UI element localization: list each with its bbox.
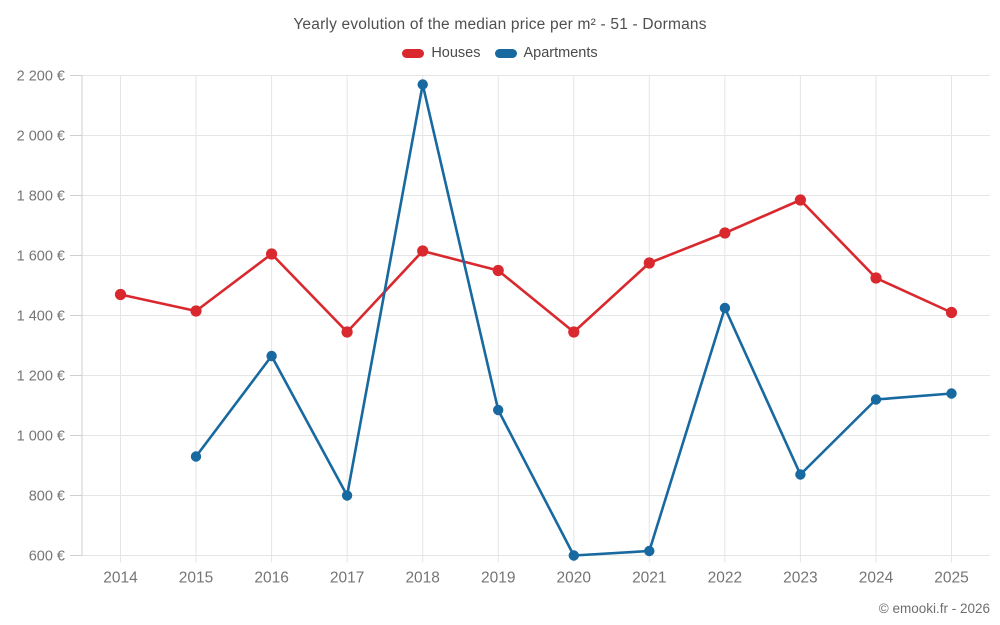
- houses-point-2017[interactable]: [341, 326, 353, 338]
- apartments-point-2020[interactable]: [568, 550, 579, 561]
- houses-point-2024[interactable]: [870, 272, 882, 284]
- y-tick-label: 1 400 €: [17, 309, 65, 325]
- y-tick-label: 2 200 €: [17, 69, 65, 85]
- apartments-point-2016[interactable]: [266, 350, 277, 362]
- apartments-point-2024[interactable]: [870, 394, 882, 405]
- x-tick-label: 2021: [632, 570, 666, 587]
- apartments-point-2025[interactable]: [946, 388, 957, 399]
- apartments-point-2019[interactable]: [493, 404, 504, 416]
- legend-swatch-houses: [402, 48, 425, 58]
- apartments-point-2022[interactable]: [719, 302, 731, 314]
- y-tick-label: 800 €: [29, 489, 65, 505]
- legend-swatch-apartments: [494, 48, 517, 58]
- chart-title: Yearly evolution of the median price per…: [293, 16, 707, 33]
- legend-label: Apartments: [523, 45, 598, 61]
- legend-item-houses[interactable]: Houses: [402, 45, 481, 61]
- houses-point-2021[interactable]: [643, 257, 655, 269]
- x-tick-label: 2014: [103, 570, 138, 587]
- y-tick-label: 1 800 €: [17, 189, 65, 205]
- legend-label: Houses: [431, 45, 481, 61]
- houses-line: [119, 198, 953, 334]
- apartments-point-2015[interactable]: [190, 451, 202, 462]
- houses-point-2014[interactable]: [114, 288, 127, 301]
- x-tick-label: 2024: [859, 570, 894, 587]
- houses-point-2015[interactable]: [190, 305, 202, 317]
- x-tick-label: 2016: [254, 570, 288, 587]
- apartments-point-2018[interactable]: [417, 79, 428, 90]
- x-tick-label: 2019: [481, 570, 515, 587]
- x-tick-label: 2022: [708, 570, 742, 587]
- copyright-credit: © emooki.fr - 2026: [878, 601, 990, 616]
- x-tick-label: 2017: [330, 570, 364, 587]
- houses-point-2016[interactable]: [266, 248, 278, 260]
- x-tick-label: 2015: [179, 570, 213, 587]
- x-tick-label: 2023: [783, 570, 817, 587]
- y-tick-label: 1 000 €: [17, 429, 65, 445]
- apartments-point-2021[interactable]: [644, 545, 655, 557]
- x-tick-label: 2025: [934, 570, 968, 587]
- x-tick-label: 2018: [405, 570, 439, 587]
- y-tick-label: 1 200 €: [17, 369, 65, 385]
- x-tick-label: 2020: [557, 570, 592, 587]
- houses-point-2025[interactable]: [945, 306, 958, 319]
- chart-legend: Houses Apartments: [0, 45, 1000, 61]
- y-tick-label: 2 000 €: [17, 129, 65, 145]
- legend-item-apartments[interactable]: Apartments: [494, 45, 598, 61]
- y-tick-label: 1 600 €: [17, 249, 65, 265]
- apartments-point-2017[interactable]: [341, 490, 353, 501]
- houses-point-2018[interactable]: [417, 245, 429, 257]
- apartments-point-2023[interactable]: [795, 469, 806, 480]
- houses-point-2022[interactable]: [719, 227, 731, 239]
- y-tick-label: 600 €: [29, 549, 65, 565]
- houses-point-2023[interactable]: [794, 194, 807, 206]
- houses-point-2020[interactable]: [568, 326, 580, 338]
- houses-point-2019[interactable]: [492, 264, 504, 277]
